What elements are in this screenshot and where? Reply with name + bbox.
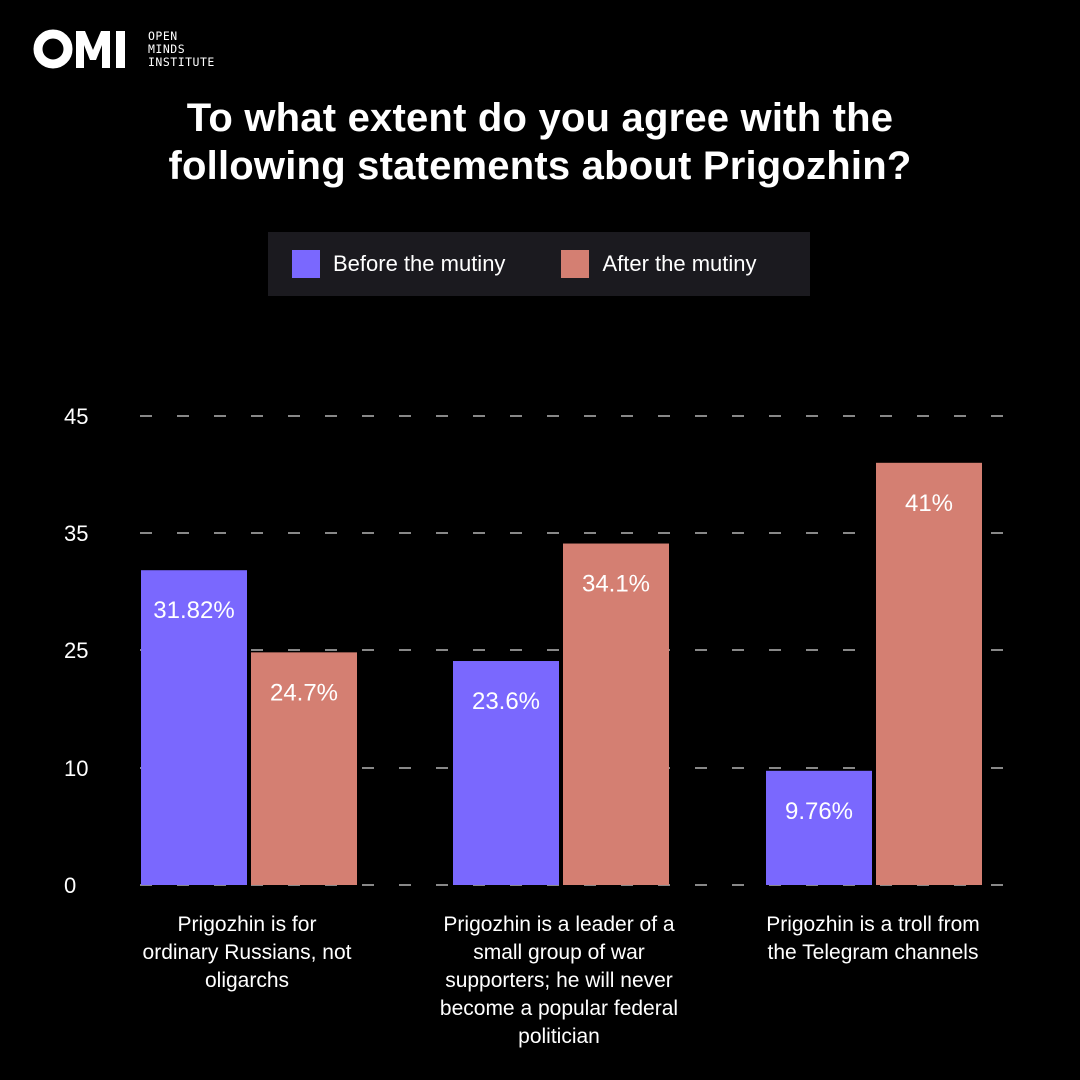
x-category-label: Prigozhin is a leader of a (443, 913, 674, 936)
legend-item-before: Before the mutiny (292, 250, 505, 278)
brand-name-line: OPEN (148, 28, 178, 43)
bar-data-label: 24.7% (270, 679, 338, 706)
x-category-label: Prigozhin is a troll from (766, 913, 980, 936)
x-category-label: politician (518, 1025, 600, 1048)
y-tick-label: 35 (64, 521, 88, 546)
legend-label-after: After the mutiny (602, 251, 757, 276)
bar-after (563, 543, 669, 885)
chart-title-line: To what extent do you agree with the (186, 96, 894, 140)
omi-logo-icon (33, 29, 125, 69)
bar-data-label: 41% (905, 490, 953, 517)
x-category-label: become a popular federal (440, 997, 678, 1020)
x-category-label: supporters; he will never (445, 969, 673, 992)
bar-data-label: 34.1% (582, 571, 650, 598)
bar-before (453, 661, 559, 885)
y-tick-label: 0 (64, 873, 76, 898)
bar-before (766, 770, 872, 885)
bar-after (251, 652, 357, 885)
bar-after (876, 462, 982, 885)
x-category-label: small group of war (473, 941, 645, 964)
legend-swatch-after (561, 250, 590, 278)
bar-data-label: 23.6% (472, 688, 540, 715)
brand-name-line: MINDS (148, 41, 186, 56)
y-tick-label: 10 (64, 756, 88, 781)
brand-logo: OPEN MINDS INSTITUTE (32, 28, 215, 70)
x-category-label: oligarchs (205, 969, 289, 992)
bar-data-label: 9.76% (785, 798, 853, 825)
bar-data-label: 31.82% (153, 597, 234, 624)
chart-legend: Before the mutiny After the mutiny (268, 232, 810, 296)
chart-title: To what extent do you agree with the fol… (0, 94, 1080, 190)
chart-title-line: following statements about Prigozhin? (168, 144, 912, 188)
legend-label-before: Before the mutiny (333, 251, 506, 276)
brand-name: OPEN MINDS INSTITUTE (148, 28, 215, 69)
y-tick-label: 25 (64, 638, 88, 663)
y-tick-label: 45 (64, 404, 88, 429)
brand-name-line: INSTITUTE (148, 54, 215, 69)
x-category-label: Prigozhin is for (178, 913, 317, 936)
bar-before (141, 570, 247, 885)
x-category-label: the Telegram channels (768, 941, 979, 964)
legend-swatch-before (292, 250, 320, 278)
x-category-label: ordinary Russians, not (143, 941, 352, 964)
legend-item-after: After the mutiny (561, 250, 757, 278)
